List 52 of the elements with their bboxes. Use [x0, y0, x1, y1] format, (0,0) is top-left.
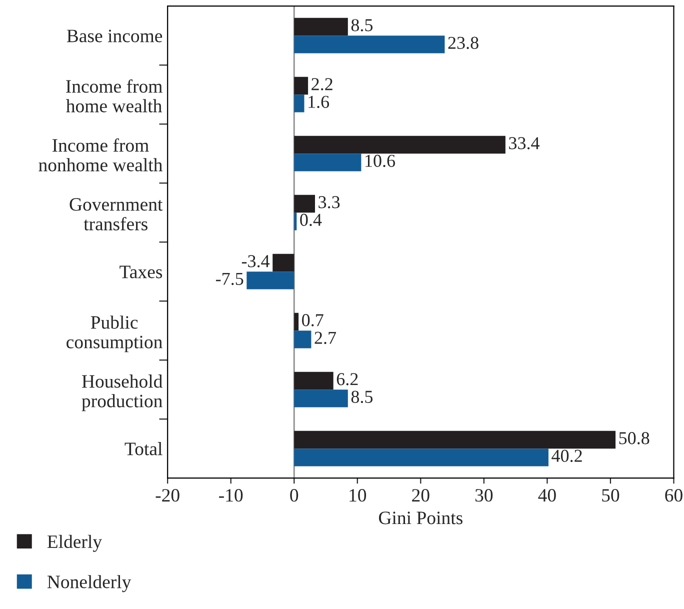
y-tick-label: Taxes — [120, 266, 162, 278]
data-label: 8.5 — [351, 19, 373, 32]
y-tick-label: Public consumption — [66, 316, 162, 352]
data-label: 10.6 — [366, 154, 396, 168]
bar — [294, 372, 334, 390]
data-label: 3.3 — [318, 196, 340, 208]
data-label: 2.7 — [314, 332, 336, 344]
data-label: 33.4 — [509, 137, 540, 150]
y-tick-label: Total — [124, 442, 162, 456]
bar — [294, 390, 348, 408]
data-label: 23.8 — [448, 36, 478, 50]
bar — [294, 36, 445, 54]
x-tick-label: 50 — [602, 489, 620, 502]
data-label: 50.8 — [619, 432, 650, 444]
bar — [294, 76, 308, 95]
data-label: -3.4 — [242, 255, 270, 268]
bar — [246, 272, 294, 290]
y-tick-label: Government transfers — [70, 198, 163, 230]
bar — [294, 136, 506, 154]
bar — [294, 94, 304, 112]
x-tick-label: 60 — [665, 489, 682, 502]
bar — [294, 154, 362, 172]
y-tick-label: Household production — [82, 374, 162, 412]
data-label: 0.7 — [302, 314, 324, 326]
data-label: 2.2 — [312, 78, 332, 90]
bar — [294, 330, 312, 348]
y-tick-label: Income from nonhome wealth — [38, 138, 162, 172]
x-tick-label: 30 — [475, 489, 493, 502]
bar — [294, 430, 616, 449]
bar — [294, 312, 299, 331]
legend-label: Elderly — [47, 534, 102, 552]
x-tick-label: 40 — [538, 489, 556, 502]
bar — [272, 254, 294, 272]
y-tick-label: Income from home wealth — [66, 79, 162, 112]
bar — [294, 194, 315, 213]
data-label: 6.2 — [336, 373, 358, 386]
data-label: 1.6 — [308, 96, 330, 108]
x-tick-label: 10 — [350, 489, 366, 502]
y-tick-label: Base income — [66, 30, 162, 42]
data-label: 0.4 — [300, 214, 322, 226]
bar — [294, 18, 348, 36]
data-label: 40.2 — [552, 450, 582, 462]
x-tick-label: -10 — [219, 489, 243, 502]
bar — [294, 212, 297, 230]
legend-label: Nonelderly — [47, 575, 132, 592]
data-label: 8.5 — [351, 390, 373, 404]
x-tick-label: 20 — [412, 489, 430, 502]
x-tick-label: 0 — [290, 489, 298, 502]
x-axis-title: Gini Points — [378, 512, 462, 524]
x-tick-label: -20 — [156, 489, 180, 502]
data-label: -7.5 — [216, 272, 244, 286]
bar — [294, 448, 548, 466]
